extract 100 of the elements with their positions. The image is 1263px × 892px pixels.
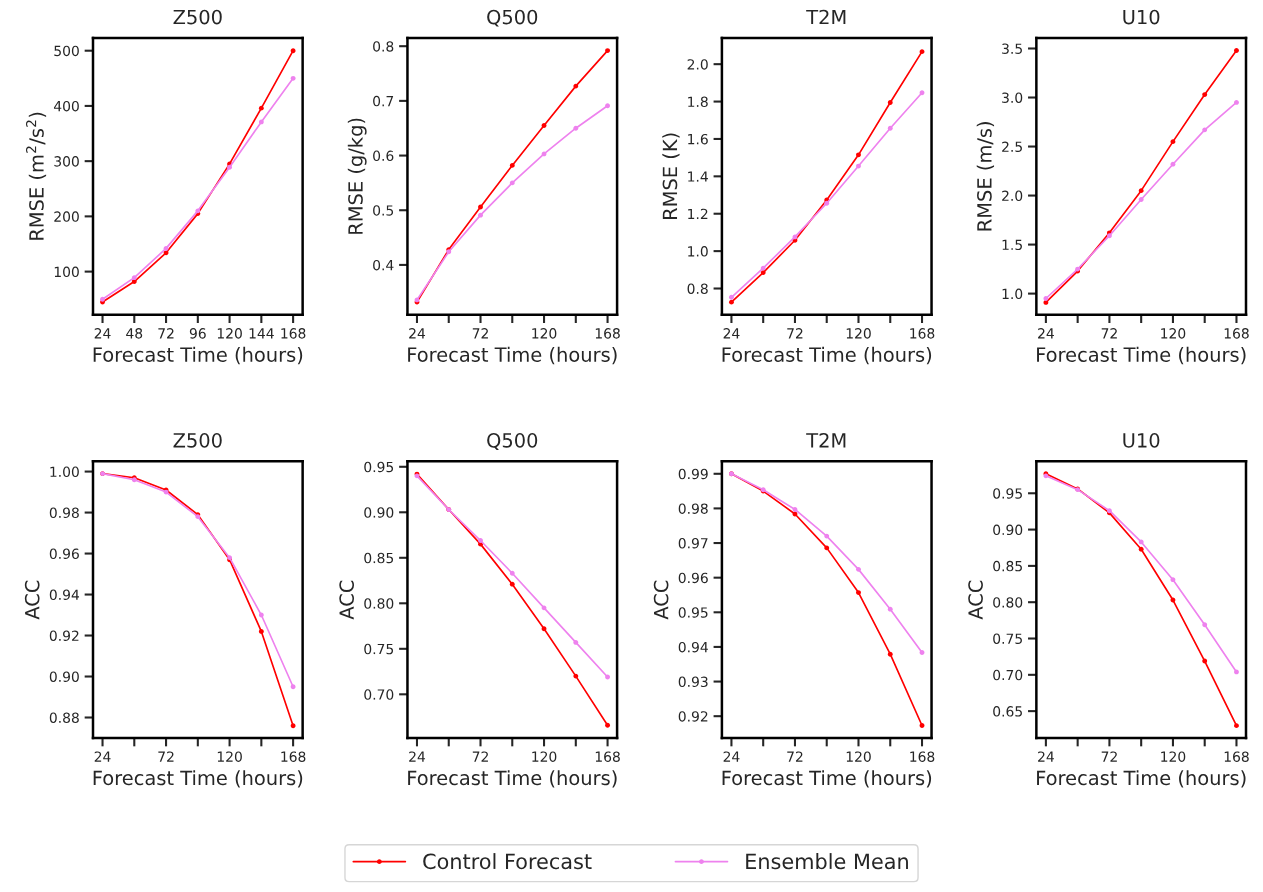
- x-tick-label: 24: [1038, 751, 1054, 762]
- y-tick-label: 0.92: [678, 711, 708, 722]
- y-tick-label: 0.96: [49, 548, 79, 560]
- chart-title: T2M: [806, 9, 846, 25]
- y-tick-label: 0.80: [364, 598, 394, 609]
- x-axis-title: Forecast Time (hours): [1037, 770, 1246, 788]
- y-axis-title: RMSE (m$^{2}$/s$^{2}$): [26, 112, 47, 240]
- y-tick-label: 2.0: [687, 59, 708, 70]
- x-tick-label: 168: [281, 751, 306, 762]
- y-tick-label: 1.8: [688, 96, 708, 108]
- y-tick-label: 0.70: [993, 669, 1023, 681]
- y-axis-title: ACC: [339, 580, 355, 620]
- chart-title: Q500: [487, 433, 538, 450]
- x-tick-label: 168: [595, 328, 620, 339]
- x-tick-label: 24: [723, 751, 740, 762]
- y-axis-title: RMSE (g/kg): [347, 118, 367, 234]
- x-tick-label: 120: [1161, 751, 1186, 762]
- x-tick-label: 24: [409, 751, 426, 762]
- y-tick-label: 3.5: [1002, 43, 1022, 54]
- chart-title: Z500: [173, 433, 222, 448]
- x-tick-label: 48: [126, 328, 143, 339]
- y-tick-label: 300: [54, 156, 79, 167]
- x-axis-title: Forecast Time (hours): [93, 346, 303, 365]
- y-axis-title: ACC: [653, 580, 669, 620]
- y-tick-label: 1.5: [1002, 239, 1022, 251]
- x-tick-label: 168: [910, 751, 935, 762]
- chart-title: U10: [1123, 9, 1160, 25]
- x-tick-label: 168: [1224, 328, 1249, 339]
- x-axis-title: Forecast Time (hours): [722, 346, 932, 365]
- x-axis-title: Forecast Time (hours): [408, 770, 617, 788]
- y-tick-label: 0.8: [687, 283, 708, 294]
- y-tick-label: 1.4: [688, 171, 708, 182]
- legend-label: Ensemble Mean: [746, 853, 908, 870]
- x-tick-label: 120: [217, 328, 242, 339]
- y-axis-title: RMSE (K): [662, 133, 680, 219]
- x-tick-label: 168: [1224, 751, 1249, 762]
- x-tick-label: 120: [1161, 328, 1186, 339]
- y-tick-label: 0.7: [373, 95, 394, 107]
- y-tick-label: 0.99: [678, 468, 708, 480]
- y-axis-title: ACC: [968, 580, 983, 620]
- x-axis-title: Forecast Time (hours): [1037, 346, 1246, 365]
- y-tick-label: 2.0: [1002, 190, 1023, 202]
- y-tick-label: 0.97: [678, 538, 708, 549]
- y-tick-label: 0.75: [364, 643, 394, 655]
- y-tick-label: 0.85: [364, 552, 394, 564]
- x-tick-label: 24: [94, 328, 111, 339]
- x-tick-label: 72: [472, 751, 488, 762]
- chart-title: T2M: [806, 433, 846, 448]
- x-tick-label: 72: [1101, 751, 1117, 762]
- y-tick-label: 0.80: [993, 597, 1023, 608]
- y-tick-label: 0.90: [364, 507, 394, 518]
- y-tick-label: 0.94: [49, 589, 80, 601]
- y-tick-label: 0.90: [993, 524, 1023, 536]
- y-tick-label: 0.8: [373, 41, 394, 52]
- x-tick-label: 168: [281, 328, 306, 339]
- x-tick-label: 120: [217, 751, 242, 762]
- x-tick-label: 96: [189, 328, 206, 339]
- y-tick-label: 0.65: [993, 706, 1022, 717]
- y-tick-label: 0.95: [993, 488, 1022, 499]
- y-tick-label: 0.95: [364, 461, 394, 473]
- y-tick-label: 1.0: [1002, 288, 1023, 300]
- y-tick-label: 1.00: [50, 466, 79, 478]
- y-tick-label: 400: [53, 100, 79, 112]
- y-tick-label: 0.75: [993, 633, 1022, 644]
- chart-title: Z500: [173, 9, 222, 25]
- x-tick-label: 120: [532, 328, 557, 339]
- y-tick-label: 0.98: [49, 507, 79, 519]
- x-tick-label: 120: [846, 328, 871, 339]
- x-tick-label: 72: [1101, 328, 1117, 339]
- x-axis-title: Forecast Time (hours): [408, 346, 617, 365]
- y-tick-label: 500: [54, 45, 79, 57]
- x-axis-title: Forecast Time (hours): [93, 770, 303, 788]
- x-tick-label: 120: [532, 751, 557, 762]
- x-tick-label: 72: [158, 328, 174, 339]
- x-tick-label: 168: [595, 751, 620, 762]
- y-tick-label: 0.95: [678, 607, 708, 618]
- chart-title: Q500: [487, 9, 538, 27]
- x-tick-label: 72: [787, 751, 803, 762]
- y-tick-label: 0.94: [678, 641, 708, 653]
- x-tick-label: 144: [249, 328, 274, 339]
- y-tick-label: 2.5: [1002, 141, 1022, 153]
- chart-title: U10: [1123, 433, 1160, 448]
- y-tick-label: 100: [54, 266, 79, 278]
- y-tick-label: 0.4: [373, 259, 394, 271]
- y-tick-label: 1.0: [688, 246, 708, 257]
- y-tick-label: 0.96: [678, 572, 708, 584]
- y-tick-label: 0.93: [678, 676, 708, 688]
- x-tick-label: 120: [846, 751, 871, 762]
- x-tick-label: 72: [787, 328, 803, 339]
- y-tick-label: 1.2: [688, 208, 708, 220]
- x-tick-label: 24: [1038, 328, 1054, 339]
- y-tick-label: 3.0: [1002, 92, 1023, 103]
- x-tick-label: 72: [472, 328, 488, 339]
- x-axis-title: Forecast Time (hours): [722, 770, 932, 788]
- y-tick-label: 0.88: [49, 712, 79, 723]
- x-tick-label: 168: [910, 328, 935, 339]
- y-tick-label: 0.92: [49, 630, 79, 641]
- y-axis-title: RMSE (m/s): [976, 122, 995, 231]
- y-axis-title: ACC: [24, 580, 40, 620]
- y-tick-label: 0.70: [364, 689, 394, 700]
